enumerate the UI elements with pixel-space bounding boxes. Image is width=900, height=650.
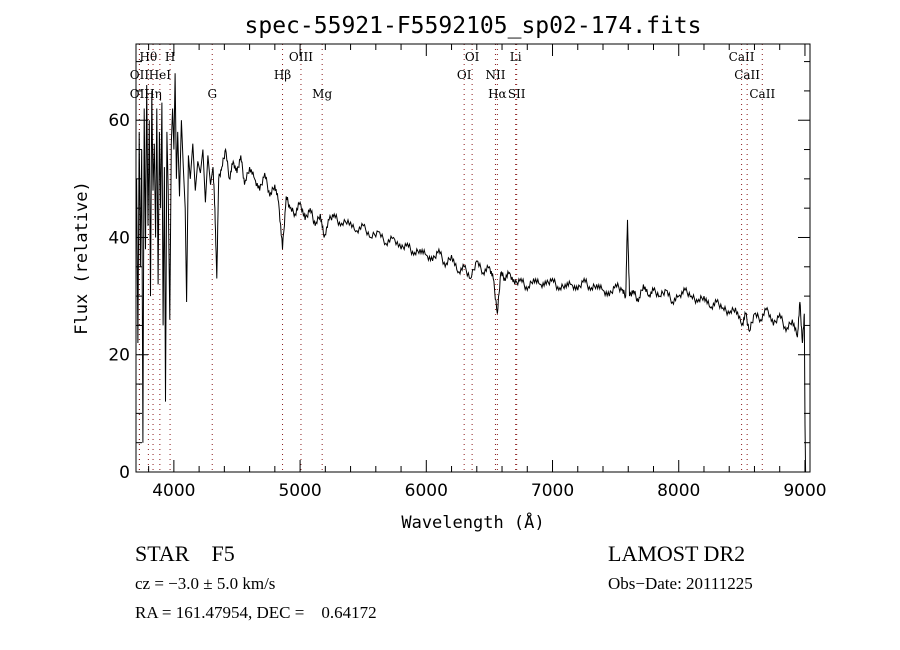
spectral-line-label: Hα	[488, 87, 507, 101]
spectral-line-label: Hθ	[140, 50, 158, 64]
x-tick-label: 4000	[152, 481, 195, 501]
spectral-line-label: HeI	[149, 68, 172, 82]
spectral-line-label: CaII	[729, 50, 755, 64]
x-tick-label: 7000	[531, 481, 574, 501]
survey-name: LAMOST DR2	[608, 541, 746, 566]
spectral-line-label: G	[207, 87, 217, 101]
spectral-line-label: Hβ	[274, 68, 291, 82]
spectral-line-label: OIII	[289, 50, 313, 64]
x-axis-label: Wavelength (Å)	[401, 511, 544, 533]
x-tick-label: 6000	[405, 481, 448, 501]
obs-date: Obs−Date: 20111225	[608, 574, 753, 593]
chart-title: spec-55921-F5592105_sp02-174.fits	[245, 13, 702, 39]
spectral-line-label: OII	[130, 68, 150, 82]
spectral-line-label: Mg	[312, 87, 332, 101]
y-tick-label: 0	[119, 463, 130, 483]
x-tick-label: 8000	[657, 481, 700, 501]
spectral-line-label: Hη	[144, 87, 162, 101]
spectral-line-label: CaII	[749, 87, 775, 101]
spectral-line-label: NII	[485, 68, 505, 82]
spectral-line-label: CaII	[734, 68, 760, 82]
spectral-line-label: OI	[457, 68, 472, 82]
object-class: STAR F5	[135, 541, 235, 566]
redshift-text: cz = −3.0 ± 5.0 km/s	[135, 574, 276, 593]
coordinates-text: RA = 161.47954, DEC = 0.64172	[135, 603, 377, 622]
spectral-line-label: SII	[508, 87, 526, 101]
spectral-line-label: OI	[465, 50, 480, 64]
y-tick-label: 20	[108, 346, 130, 366]
y-tick-label: 60	[108, 111, 130, 131]
x-tick-label: 5000	[278, 481, 321, 501]
spectral-line-label: Li	[510, 50, 522, 64]
y-tick-label: 40	[108, 228, 130, 248]
y-axis-label: Flux (relative)	[72, 181, 92, 335]
spectral-line-label: H	[165, 50, 175, 64]
x-tick-label: 9000	[783, 481, 826, 501]
spectrum-line	[136, 73, 807, 473]
plot-frame	[135, 43, 811, 473]
